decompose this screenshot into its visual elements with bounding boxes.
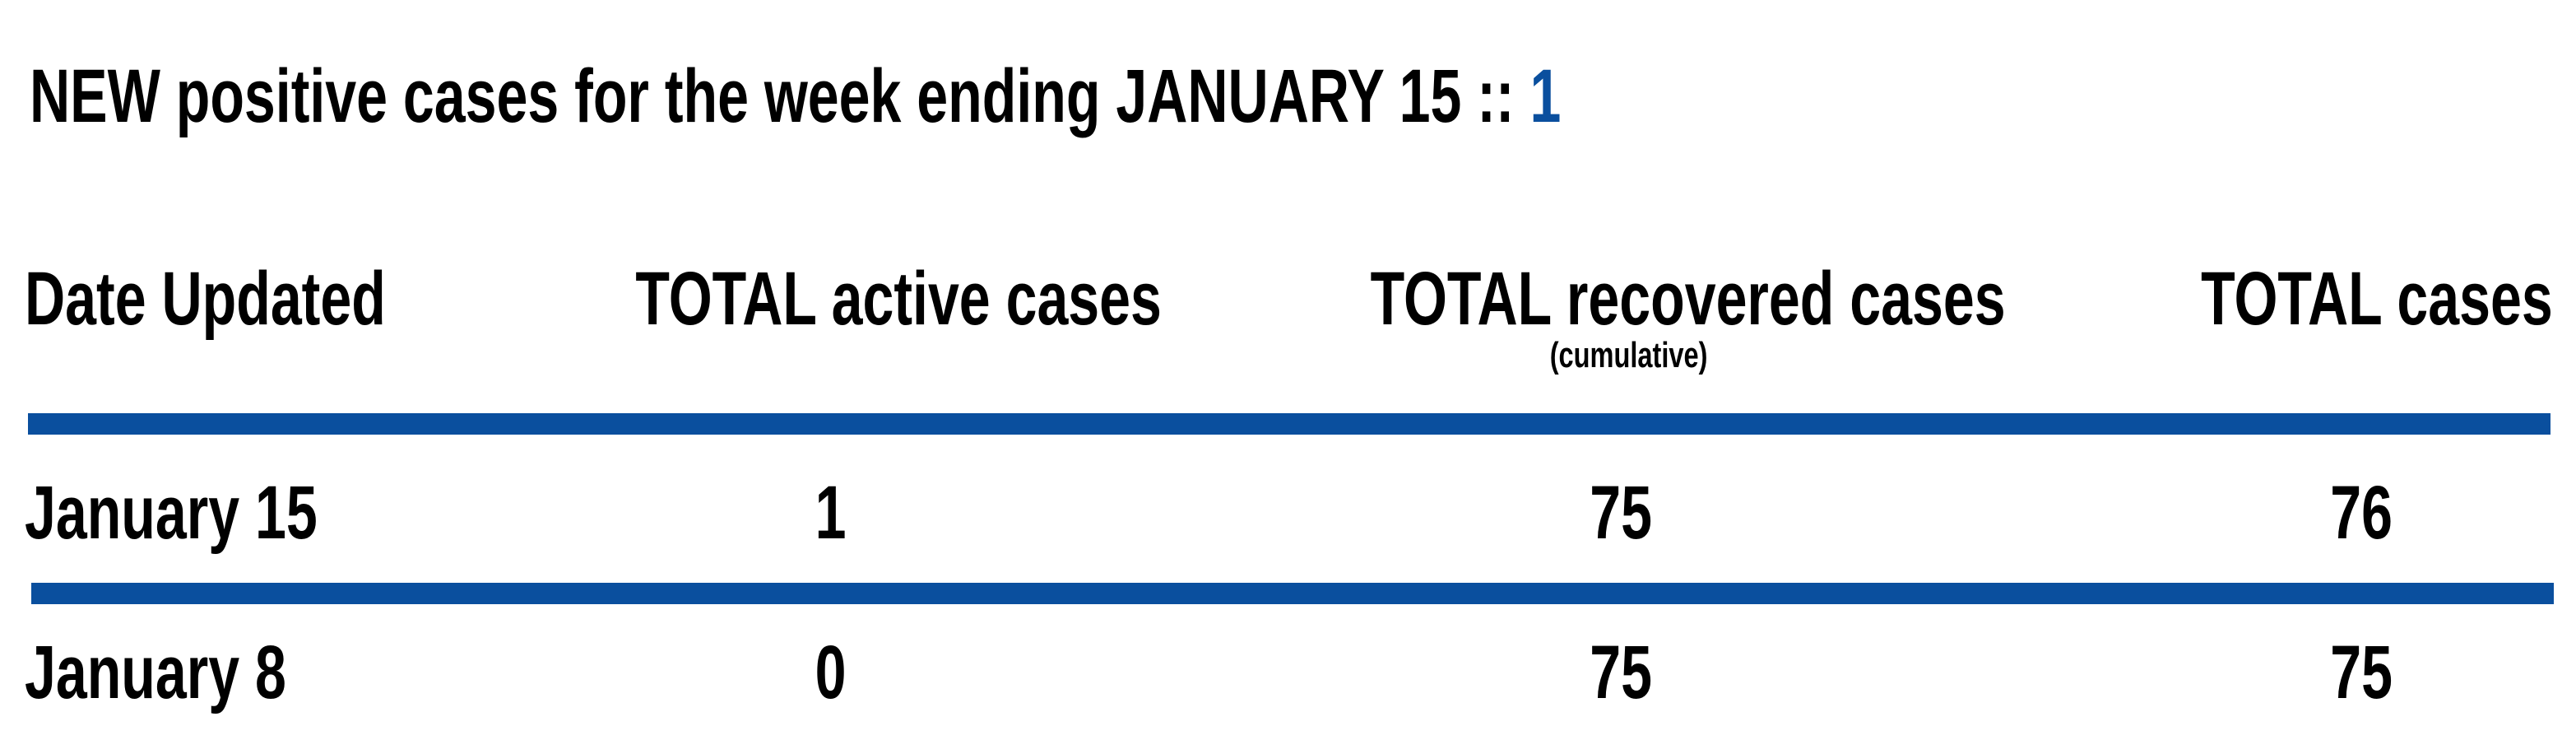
row-2-recovered-cases: 75: [1590, 631, 1652, 714]
headline: NEW positive cases for the week ending J…: [30, 51, 2099, 142]
row-2-date: January 8: [25, 631, 286, 714]
row-1-recovered-cases: 75: [1590, 471, 1652, 555]
column-header-total-recovered-cases: TOTAL recovered cases: [1370, 257, 2006, 341]
row-1-total-cases: 76: [2330, 471, 2393, 555]
column-subheader-cumulative: (cumulative): [1550, 335, 1708, 375]
headline-new-cases-value: 1: [1529, 54, 1562, 138]
row-1-date: January 15: [25, 471, 318, 555]
row-2-total-cases: 75: [2330, 631, 2393, 714]
headline-text: NEW positive cases for the week ending J…: [30, 54, 1515, 138]
column-header-total-active-cases: TOTAL active cases: [635, 257, 1162, 341]
header-divider: [28, 413, 2550, 435]
row-2-active-cases: 0: [815, 631, 847, 714]
row-divider: [31, 583, 2554, 604]
column-header-date-updated: Date Updated: [25, 257, 386, 341]
row-1-active-cases: 1: [815, 471, 847, 555]
column-header-total-cases: TOTAL cases: [2201, 257, 2553, 341]
